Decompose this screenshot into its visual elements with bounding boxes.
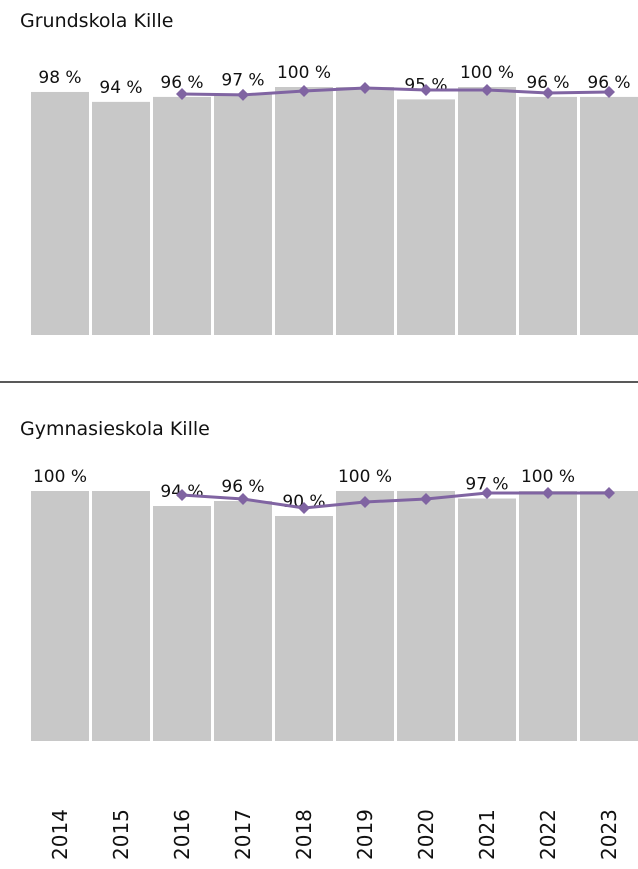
line-marker [481, 487, 493, 499]
x-tick-label: 2014 [48, 809, 72, 860]
value-label: 98 % [38, 68, 81, 88]
line-marker [603, 487, 615, 499]
value-label: 96 % [587, 73, 630, 93]
bar [275, 516, 333, 741]
bar [397, 99, 455, 336]
bar [214, 94, 272, 335]
line-marker [237, 493, 249, 505]
line-marker [298, 84, 310, 97]
x-tick-label: 2018 [292, 809, 316, 860]
value-label: 100 % [460, 63, 514, 83]
chart-title: Gymnasieskola Kille [20, 418, 210, 440]
bar [153, 506, 211, 741]
line [181, 491, 609, 510]
line-marker [420, 83, 432, 96]
value-label: 96 % [221, 477, 264, 497]
line-marker [603, 85, 615, 98]
x-tick-label: 2017 [231, 809, 255, 860]
line-marker [359, 496, 371, 508]
value-label: 100 % [277, 63, 331, 83]
value-label: 96 % [526, 73, 569, 93]
bar [458, 87, 516, 335]
value-label: 94 % [99, 78, 142, 98]
x-tick-label: 2023 [597, 809, 621, 860]
value-label: 100 % [338, 467, 392, 487]
line-marker [176, 489, 188, 501]
line-marker [481, 83, 493, 96]
bar [336, 491, 394, 741]
value-label: 96 % [160, 73, 203, 93]
value-label: 97 % [221, 70, 264, 90]
x-tick-label: 2021 [475, 809, 499, 860]
value-label: 97 % [465, 475, 508, 495]
chart-title: Grundskola Kille [20, 10, 173, 32]
x-tick-label: 2019 [353, 809, 377, 860]
line-marker [542, 487, 554, 499]
x-tick-label: 2020 [414, 809, 438, 860]
line-marker [176, 87, 188, 100]
value-label: 100 % [33, 467, 87, 487]
line [181, 86, 610, 97]
bar [580, 96, 638, 335]
bar [336, 87, 394, 335]
bar [519, 491, 577, 741]
bar [92, 101, 150, 335]
bar [519, 96, 577, 335]
line-marker [359, 81, 371, 94]
x-tick-label: 2022 [536, 809, 560, 860]
value-label: 100 % [521, 467, 575, 487]
line-marker [237, 88, 249, 101]
bar [580, 491, 638, 741]
bar [458, 498, 516, 741]
bar [31, 91, 89, 336]
bar [31, 491, 89, 741]
x-tick-label: 2015 [109, 809, 133, 860]
line-marker [542, 86, 554, 99]
line-marker [420, 493, 432, 505]
bar [397, 491, 455, 741]
line-marker [298, 502, 310, 514]
bar [214, 501, 272, 741]
bar [275, 87, 333, 335]
x-tick-label: 2016 [170, 809, 194, 860]
bar [92, 491, 150, 741]
bar [153, 96, 211, 335]
